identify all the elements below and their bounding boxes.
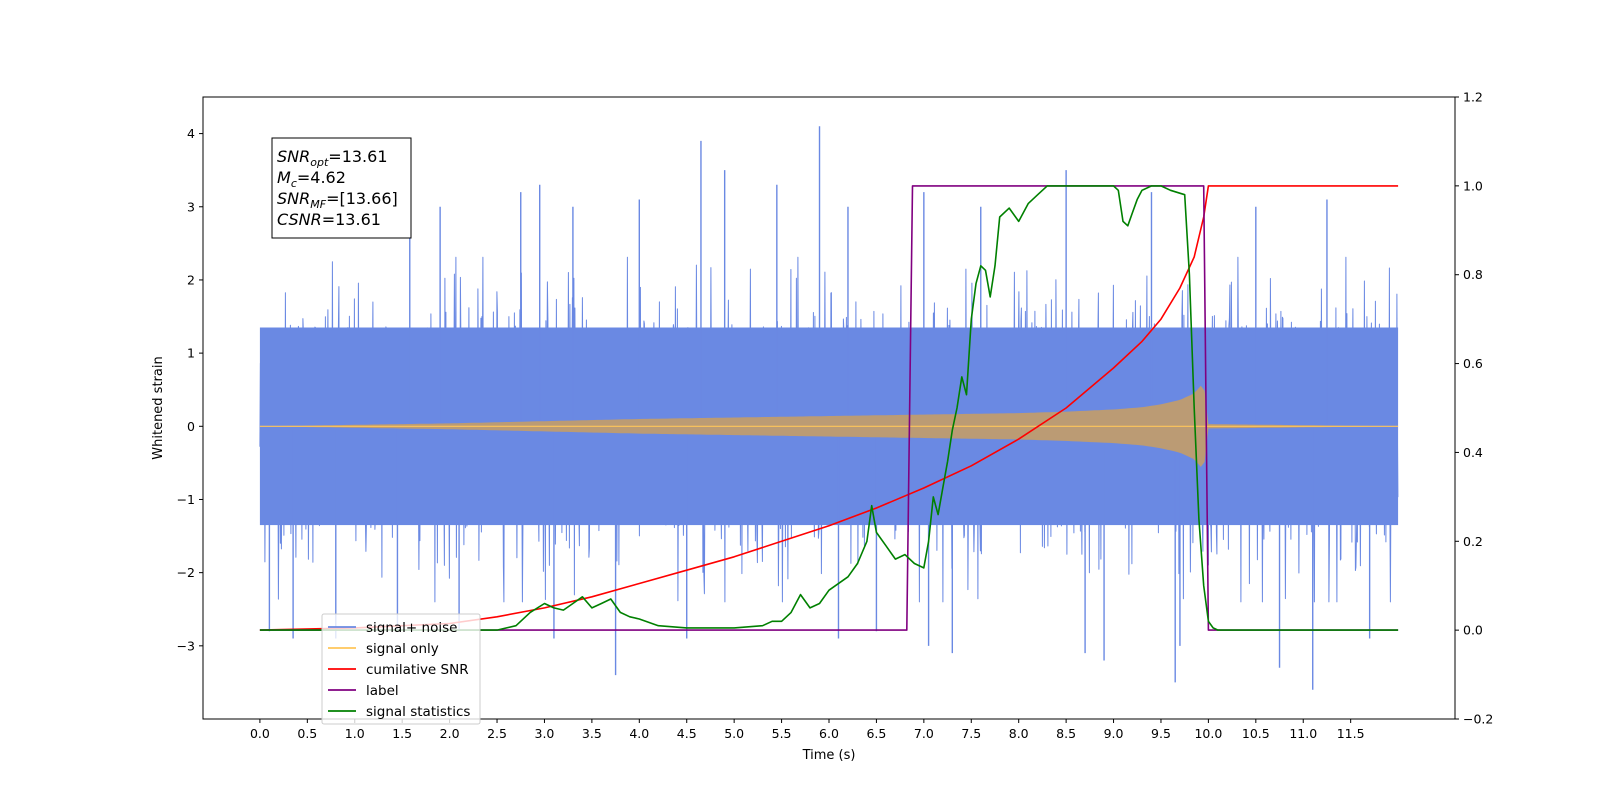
y-right-tick-label: 0.0: [1463, 623, 1483, 638]
annotation-variable: M: [277, 168, 291, 187]
annotation-line: SNRopt=13.61: [277, 147, 388, 169]
x-tick-label: 7.0: [914, 726, 934, 741]
x-tick-label: 1.0: [345, 726, 365, 741]
x-tick-label: 4.5: [677, 726, 697, 741]
x-tick-label: 0.5: [297, 726, 317, 741]
annotation-variable: SNR: [277, 147, 310, 166]
annotation-value: =13.61: [328, 147, 387, 166]
x-tick-label: 2.0: [440, 726, 460, 741]
y-right-tick-label: 0.2: [1463, 534, 1483, 549]
x-tick-label: 10.5: [1242, 726, 1270, 741]
x-tick-label: 0.0: [250, 726, 270, 741]
y-left-tick-label: 1: [187, 346, 195, 361]
x-tick-label: 9.0: [1104, 726, 1124, 741]
x-tick-label: 7.5: [961, 726, 981, 741]
annotation-frame: [271, 137, 412, 239]
y-left-tick-label: −2: [177, 565, 195, 580]
x-tick-label: 6.5: [866, 726, 886, 741]
annotation-line: CSNR=13.61: [277, 210, 381, 229]
annotation-subscript: c: [291, 177, 297, 190]
x-tick-label: 11.5: [1337, 726, 1365, 741]
series-signal-statistics: [259, 185, 1399, 631]
x-axis: 0.0 0.5 1.0 1.5 2.0 2.5 3.0 3.5 4.0 4.5 5.0 5.5 6.0 6…: [250, 719, 1365, 741]
x-tick-label: 3.5: [582, 726, 602, 741]
legend-entry: signal only: [366, 641, 439, 657]
annotation-line: Mc=4.62: [277, 168, 346, 190]
y-right-tick-label: 0.4: [1463, 445, 1483, 460]
annotation-box: SNRopt=13.61Mc=4.62SNRMF=[13.66]CSNR=13.…: [271, 137, 412, 239]
y-right-tick-label: 0.6: [1463, 356, 1483, 371]
y-left-tick-label: −3: [177, 638, 195, 653]
annotation-line: SNRMF=[13.66]: [277, 189, 398, 211]
annotation-subscript: opt: [310, 156, 329, 169]
y-left-tick-label: 2: [187, 272, 195, 287]
x-tick-label: 4.0: [629, 726, 649, 741]
x-tick-label: 1.5: [392, 726, 412, 741]
x-axis-label: Time (s): [802, 748, 856, 763]
series-layer: [259, 126, 1399, 690]
legend-entry: label: [366, 683, 399, 699]
legend-entry: signal statistics: [366, 704, 470, 720]
y-right-tick-label: 0.8: [1463, 267, 1483, 282]
x-tick-label: 5.0: [724, 726, 744, 741]
series-cumilative-snr: [259, 185, 1399, 631]
x-tick-label: 11.0: [1289, 726, 1317, 741]
annotation-value: =4.62: [297, 168, 346, 187]
y-left-tick-label: 4: [187, 126, 195, 141]
x-tick-label: 6.0: [819, 726, 839, 741]
legend-entry: signal+ noise: [366, 620, 457, 636]
series-line: [259, 185, 1399, 631]
x-tick-label: 8.0: [1009, 726, 1029, 741]
x-tick-label: 5.5: [772, 726, 792, 741]
legend-frame: [321, 613, 481, 725]
annotation-subscript: MF: [310, 198, 326, 211]
y-left-tick-label: −1: [177, 492, 195, 507]
y-axis-left: −3 −2 −1 0 1 2 3 4: [177, 126, 203, 653]
series-line: [259, 185, 1399, 631]
x-tick-label: 8.5: [1056, 726, 1076, 741]
y-right-tick-label: 1.0: [1463, 178, 1483, 193]
annotation-variable: CSNR: [277, 210, 322, 229]
y-axis-right: −0.2 0.0 0.2 0.4 0.6 0.8 1.0 1.2: [1455, 90, 1493, 727]
x-tick-label: 3.0: [535, 726, 555, 741]
x-tick-label: 10.0: [1194, 726, 1222, 741]
y-axis-label: Whitened strain: [151, 356, 166, 459]
annotation-value: =[13.66]: [326, 189, 398, 208]
legend: signal+ noise signal only cumilative SNR la…: [321, 613, 481, 725]
annotation-variable: SNR: [277, 189, 310, 208]
y-left-tick-label: 0: [187, 419, 195, 434]
annotation-value: =13.61: [322, 210, 381, 229]
series-signal-only: [259, 385, 1399, 467]
y-left-tick-label: 3: [187, 199, 195, 214]
y-right-tick-label: 1.2: [1463, 90, 1483, 105]
x-tick-label: 9.5: [1151, 726, 1171, 741]
legend-entry: cumilative SNR: [366, 662, 469, 678]
y-right-tick-label: −0.2: [1463, 712, 1493, 727]
x-tick-label: 2.5: [487, 726, 507, 741]
